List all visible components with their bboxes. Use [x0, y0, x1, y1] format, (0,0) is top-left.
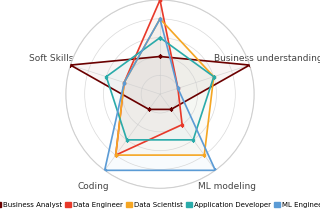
Legend: Business Analyst, Data Engineer, Data Scientist, Application Developer, ML Engin: Business Analyst, Data Engineer, Data Sc… — [0, 199, 320, 211]
